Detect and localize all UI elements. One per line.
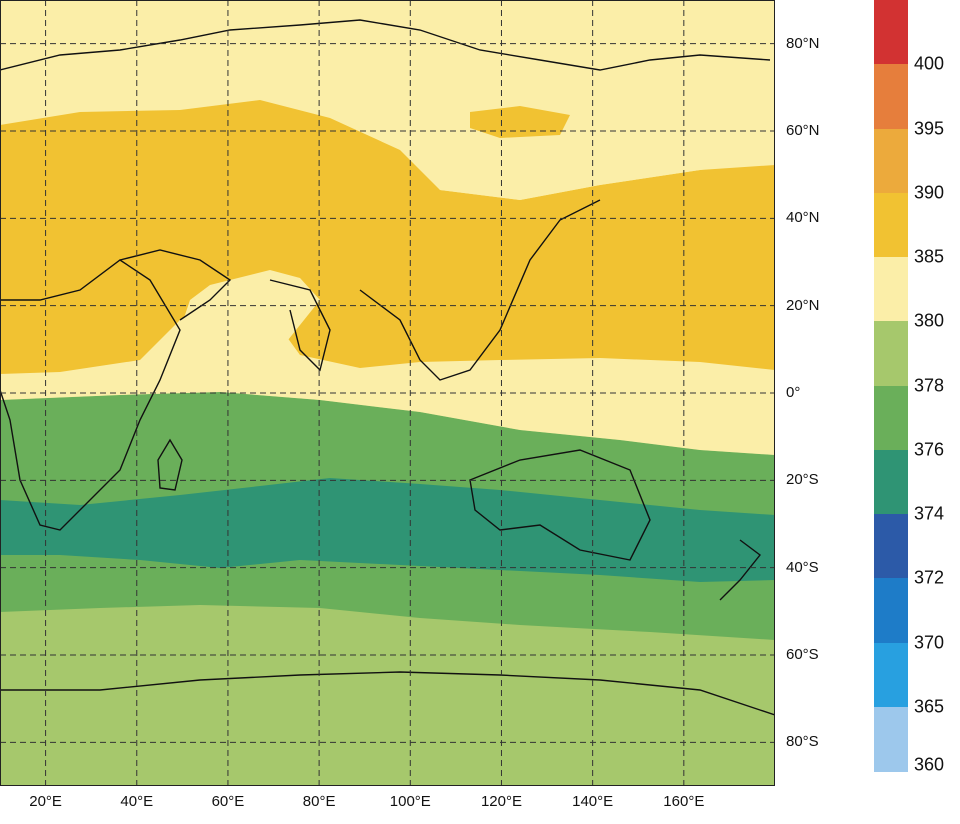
- map-canvas: [0, 0, 775, 786]
- colorbar-swatch: [874, 64, 908, 129]
- coast-eurasia-north: [0, 19, 771, 71]
- colorbar-label: 378: [914, 375, 945, 395]
- lat-tick-label: 60°N: [786, 122, 820, 139]
- lat-tick-label: 20°S: [786, 471, 819, 489]
- lat-tick-label: 80°N: [786, 34, 820, 52]
- coast-arabia: [119, 249, 232, 321]
- colorbar-swatch: [874, 514, 908, 579]
- coast-india: [269, 279, 331, 372]
- coast-australia: [469, 449, 651, 561]
- lat-tick-label: 80°S: [786, 733, 819, 751]
- graticule: [0, 0, 775, 786]
- colorbar-swatch: [874, 321, 908, 386]
- colorbar-label: 370: [914, 632, 945, 652]
- lat-tick-label: 40°N: [786, 209, 820, 227]
- lon-tick-label: 140°E: [572, 793, 614, 810]
- colorbar-swatch: [874, 0, 908, 65]
- colorbar-swatch: [874, 449, 908, 515]
- colorbar-swatch: [874, 642, 908, 708]
- colorbar: [874, 0, 908, 772]
- lon-tick-label: 60°E: [211, 793, 245, 810]
- colorbar-label: 385: [914, 246, 945, 267]
- colorbar-swatch: [874, 192, 908, 258]
- coast-southeast-asia: [359, 199, 601, 381]
- colorbar-label: 365: [914, 696, 945, 717]
- colorbar-label: 360: [914, 754, 945, 775]
- coast-antarctica: [0, 671, 775, 716]
- band-374-376: [0, 478, 775, 582]
- band-380-385-india: [180, 270, 320, 358]
- colorbar-swatch: [874, 128, 908, 194]
- coast-africa: [0, 259, 181, 531]
- colorbar-label: 374: [914, 503, 945, 524]
- lon-tick-label: 80°E: [302, 793, 336, 810]
- colorbar-label: 380: [914, 310, 945, 331]
- map-frame: [0, 0, 775, 786]
- colorbar-swatch: [874, 257, 908, 322]
- lat-tick-label: 0°: [786, 384, 801, 401]
- band-380-385-siberia: [420, 138, 760, 200]
- colorbar-swatch: [874, 578, 908, 643]
- band-385-390-blob: [470, 106, 570, 138]
- coastlines: [0, 19, 775, 716]
- lon-tick-label: 160°E: [663, 793, 705, 810]
- lon-tick-label: 120°E: [480, 793, 522, 810]
- colorbar-label: 395: [914, 118, 945, 138]
- colorbar-label: 390: [914, 182, 945, 203]
- lon-tick-label: 20°E: [29, 793, 62, 810]
- lon-tick-label: 100°E: [389, 793, 431, 810]
- lat-tick-label: 40°S: [786, 558, 819, 576]
- colorbar-swatch: [874, 706, 908, 772]
- coast-madagascar: [157, 438, 183, 491]
- colorbar-label: 400: [914, 53, 945, 74]
- map-panel: [0, 0, 775, 786]
- colorbar-label: 376: [914, 439, 945, 460]
- lat-tick-label: 60°S: [786, 646, 819, 663]
- colorbar-label: 372: [914, 567, 945, 588]
- lon-tick-label: 40°E: [120, 793, 154, 810]
- lat-tick-label: 20°N: [786, 296, 820, 314]
- colorbar-swatch: [874, 385, 908, 451]
